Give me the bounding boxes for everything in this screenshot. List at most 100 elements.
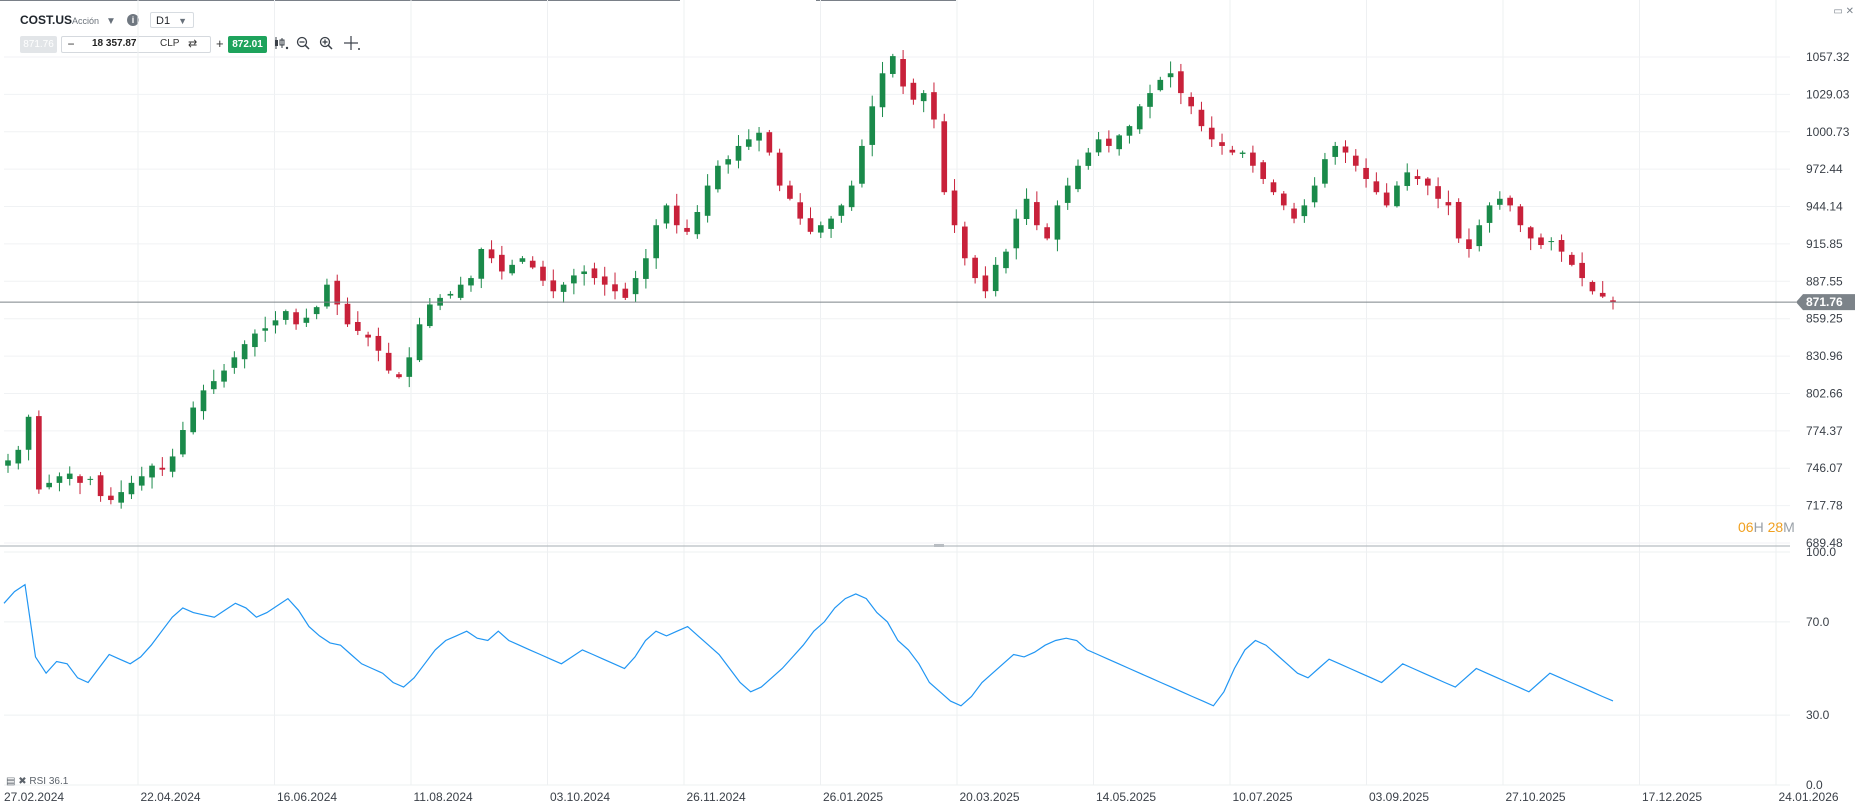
candle-body <box>56 476 63 483</box>
candle-body <box>745 139 752 147</box>
candle-body <box>159 467 166 470</box>
candle-body <box>1363 167 1369 179</box>
candle-body <box>1548 241 1555 243</box>
price-tick-label: 972.44 <box>1806 162 1843 176</box>
sell-button[interactable]: 871.76 <box>20 36 57 53</box>
crosshair-icon[interactable] <box>344 36 360 53</box>
chevron-down-icon[interactable]: ▼ <box>106 16 116 27</box>
quantity-input[interactable]: 18 357.87 <box>92 38 137 49</box>
candle-body <box>303 317 310 323</box>
candle-body <box>879 73 886 108</box>
top-toolbar: COST.US Acción ▼ i D1 ▼ 871.76 − 18 357.… <box>0 0 1866 62</box>
candle-body <box>1332 145 1339 157</box>
candle-body <box>293 312 299 325</box>
price-tick-label: 1000.73 <box>1806 125 1850 139</box>
quantity-stepper[interactable]: − 18 357.87 CLP ⇄ <box>61 36 211 53</box>
window-controls: ▭ ✕ <box>1833 6 1854 17</box>
increase-button[interactable]: + <box>216 36 224 51</box>
price-tick-label: 802.66 <box>1806 386 1843 400</box>
candle-body <box>807 218 814 232</box>
candle-body <box>1322 159 1328 184</box>
date-tick-label: 10.07.2025 <box>1233 790 1293 804</box>
candle-body <box>859 145 865 184</box>
price-tick-label: 887.55 <box>1806 274 1843 288</box>
candle-body <box>725 159 732 165</box>
candle-body <box>252 333 258 348</box>
candle-body <box>478 249 485 279</box>
symbol-name[interactable]: COST.US <box>20 13 73 27</box>
candle-body <box>272 320 279 326</box>
candle-body <box>457 284 464 298</box>
candle-body <box>797 202 804 219</box>
price-tick-label: 1029.03 <box>1806 87 1850 101</box>
window-icon[interactable]: ▭ <box>1833 6 1843 17</box>
candle-body <box>1538 237 1544 246</box>
indicator-settings-icon[interactable]: ▤ <box>6 776 16 787</box>
swap-icon[interactable]: ⇄ <box>188 38 198 50</box>
candle-body <box>324 284 330 307</box>
candle-body <box>354 321 361 331</box>
decrease-button[interactable]: − <box>67 37 75 51</box>
candle-body <box>1579 262 1585 279</box>
candle-body <box>766 132 773 153</box>
candle-body <box>1373 181 1380 193</box>
candle-body <box>313 307 320 315</box>
rsi-legend[interactable]: ▤ ✖ RSI 36.1 <box>6 776 68 787</box>
date-tick-label: 14.05.2025 <box>1096 790 1156 804</box>
symbol-type: Acción <box>72 16 100 26</box>
candle-body <box>591 268 598 279</box>
zoom-out-icon[interactable] <box>296 36 310 53</box>
candle-body <box>447 293 454 296</box>
tab-strip-line <box>816 0 956 1</box>
candle-body <box>385 352 392 371</box>
candle-body <box>1013 218 1020 249</box>
buy-button[interactable]: 872.01 <box>228 36 267 53</box>
zoom-in-icon[interactable] <box>319 36 333 53</box>
candle-body <box>1445 202 1452 206</box>
candle-body <box>509 264 515 274</box>
price-tick-label: 746.07 <box>1806 461 1843 475</box>
close-icon[interactable]: ✕ <box>1845 6 1854 17</box>
candle-body <box>1291 208 1297 219</box>
candle-body <box>1599 292 1606 297</box>
timer-minutes-unit: M <box>1783 519 1795 535</box>
candle-body <box>138 476 145 486</box>
rsi-legend-label: RSI 36.1 <box>29 776 69 787</box>
current-price-label: 871.76 <box>1806 295 1843 309</box>
date-tick-label: 17.12.2025 <box>1642 790 1702 804</box>
candle-body <box>241 344 248 360</box>
candle-body <box>1342 146 1349 153</box>
candle-body <box>1383 192 1390 206</box>
candle-body <box>1147 93 1153 107</box>
date-tick-label: 27.10.2025 <box>1506 790 1566 804</box>
candle-body <box>1229 149 1236 153</box>
candle-body <box>1517 206 1524 226</box>
candle-body <box>900 59 906 87</box>
candle-body <box>25 416 32 450</box>
candle-body <box>982 275 989 292</box>
info-icon[interactable]: i <box>127 14 139 26</box>
candle-body <box>684 227 690 232</box>
candle-body <box>334 280 341 305</box>
price-tick-label: 944.14 <box>1806 200 1843 214</box>
candle-body <box>46 482 52 488</box>
tab-strip-line <box>0 0 680 1</box>
chevron-down-icon: ▼ <box>178 16 187 26</box>
candle-body <box>848 185 855 208</box>
indicator-remove-icon[interactable]: ✖ <box>18 776 27 787</box>
timeframe-select[interactable]: D1 ▼ <box>150 12 194 28</box>
candle-body <box>1208 127 1215 140</box>
candle-body <box>1394 185 1400 207</box>
panel-resize-handle <box>934 544 944 547</box>
candle-body <box>838 205 845 216</box>
candle-body <box>653 225 660 259</box>
candle-body <box>529 260 536 268</box>
candle-body <box>1054 205 1061 240</box>
candlestick-icon[interactable] <box>273 36 289 53</box>
candle-body <box>694 212 701 235</box>
candle-body <box>1404 172 1411 186</box>
candle-body <box>344 303 351 325</box>
candle-body <box>1311 185 1318 203</box>
candle-body <box>612 284 618 292</box>
